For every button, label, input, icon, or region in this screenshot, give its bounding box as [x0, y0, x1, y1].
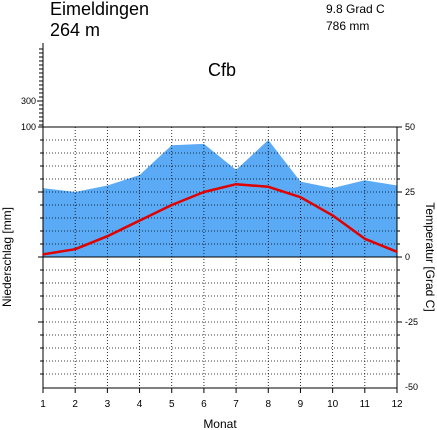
- temperature-series: [42, 182, 398, 256]
- temperature-point: [74, 248, 76, 250]
- precip-tick-label: 100: [21, 122, 36, 132]
- station-elevation: 264 m: [50, 20, 100, 40]
- station-name: Eimeldingen: [50, 0, 149, 19]
- temperature-point: [42, 253, 44, 256]
- temp-tick-label: -25: [405, 317, 418, 327]
- temperature-point: [106, 235, 109, 237]
- temp-tick-label: 0: [405, 252, 410, 262]
- temperature-line: [42, 182, 398, 256]
- grid: [43, 127, 397, 388]
- annual-temperature: 9.8 Grad C: [326, 2, 385, 16]
- temperature-point: [203, 191, 205, 193]
- x-tick-label: 11: [360, 399, 371, 410]
- x-tick-label: 7: [233, 399, 239, 410]
- x-tick-label: 10: [327, 399, 339, 410]
- x-tick-label: 3: [105, 399, 111, 410]
- temperature-point: [235, 183, 237, 185]
- x-tick-label: 1: [40, 399, 46, 410]
- x-tick-label: 4: [137, 399, 143, 410]
- precip-tick-label: 300: [21, 96, 36, 106]
- x-axis-label: Monat: [203, 417, 237, 430]
- y-axis-label-right: Temperatur [Grad C]: [423, 202, 437, 311]
- temperature-point: [138, 219, 141, 222]
- temp-tick-label: 50: [405, 122, 415, 132]
- climate-class: Cfb: [208, 60, 236, 80]
- precipitation-area-fill: [43, 140, 397, 257]
- temperature-point: [331, 214, 334, 217]
- x-tick-label: 6: [201, 399, 207, 410]
- temp-tick-label: 25: [405, 187, 415, 197]
- x-tick-label: 12: [391, 399, 403, 410]
- precipitation-area: [43, 140, 397, 257]
- temperature-point: [170, 204, 173, 206]
- x-tick-label: 8: [265, 399, 271, 410]
- temperature-point: [267, 186, 270, 188]
- upper-precip-scale: [37, 43, 44, 127]
- temp-tick-label: -50: [405, 382, 418, 392]
- y-axis-label-left: Niederschlag [mm]: [0, 207, 14, 307]
- annual-precipitation: 786 mm: [326, 19, 369, 33]
- temperature-point: [396, 251, 398, 253]
- x-tick-label: 2: [72, 399, 78, 410]
- temperature-point: [364, 238, 366, 240]
- x-tick-label: 9: [298, 399, 304, 410]
- temperature-point: [299, 196, 302, 198]
- x-tick-label: 5: [169, 399, 175, 410]
